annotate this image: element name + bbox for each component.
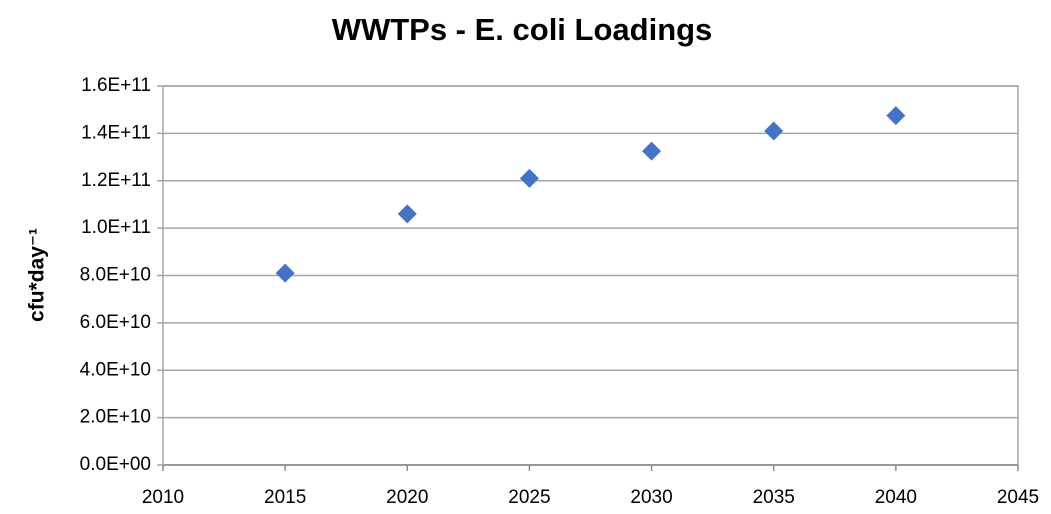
x-tick-label: 2025 [508, 487, 550, 508]
data-point [642, 141, 662, 161]
y-tick-label: 1.0E+11 [81, 217, 151, 238]
x-tick-label: 2035 [753, 487, 795, 508]
y-tick-label: 1.2E+11 [81, 170, 151, 191]
y-tick-label: 1.4E+11 [81, 122, 151, 143]
data-point [397, 204, 417, 224]
y-tick-label: 4.0E+10 [80, 359, 151, 380]
y-tick-label: 0.0E+00 [80, 454, 151, 475]
y-tick-label: 1.6E+11 [81, 75, 151, 96]
x-tick-label: 2030 [630, 487, 672, 508]
y-tick-label: 6.0E+10 [80, 312, 151, 333]
y-tick-label: 8.0E+10 [80, 265, 151, 286]
data-point [886, 106, 906, 126]
x-tick-label: 2040 [875, 487, 917, 508]
y-axis-label: cfu*day⁻¹ [26, 228, 49, 322]
chart-title: WWTPs - E. coli Loadings [332, 12, 713, 47]
x-tick-label: 2015 [264, 487, 306, 508]
data-point [275, 263, 295, 283]
y-tick-label: 2.0E+10 [80, 407, 151, 428]
data-point [519, 168, 539, 188]
x-tick-label: 2010 [142, 487, 184, 508]
x-tick-label: 2045 [997, 487, 1039, 508]
x-tick-label: 2020 [386, 487, 428, 508]
data-point [764, 121, 784, 141]
